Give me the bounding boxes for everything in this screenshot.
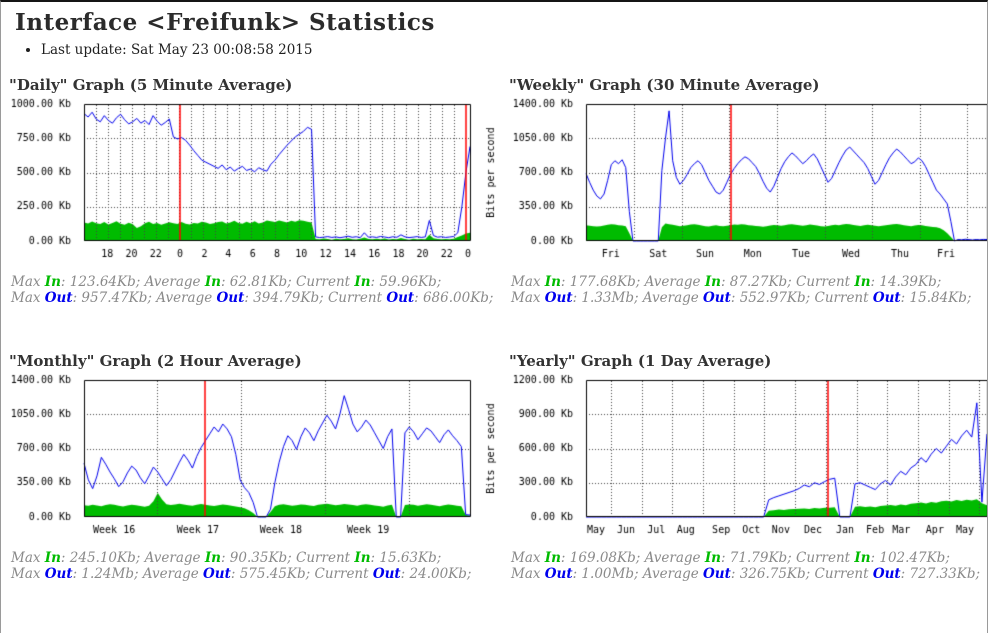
daily-graph-wrap — [1, 98, 496, 267]
yearly-stats-in: Max In: 169.08Kb; Average In: 71.79Kb; C… — [511, 550, 950, 566]
weekly-graph-section: "Weekly" Graph (30 Minute Average) Max I… — [482, 72, 987, 306]
in-label: In — [704, 274, 721, 290]
monthly-traffic-graph — [9, 374, 473, 543]
monthly-stats-in: Max In: 245.10Kb; Average In: 90.35Kb; C… — [11, 550, 442, 566]
out-label: Out — [372, 565, 401, 582]
yearly-traffic-graph — [482, 374, 987, 543]
daily-traffic-graph — [9, 98, 473, 267]
out-label: Out — [544, 565, 573, 582]
in-label: In — [44, 274, 61, 290]
update-list: Last update: Sat May 23 00:08:58 2015 — [1, 42, 987, 58]
in-label: In — [854, 274, 871, 290]
out-label: Out — [216, 289, 245, 306]
weekly-traffic-graph — [482, 98, 987, 267]
in-label: In — [544, 274, 561, 290]
monthly-stats-out: Max Out: 1.24Mb; Average Out: 575.45Kb; … — [11, 565, 472, 582]
daily-stats-out: Max Out: 957.47Kb; Average Out: 394.79Kb… — [11, 289, 494, 306]
graphs-grid: "Daily" Graph (5 Minute Average) Max In:… — [1, 72, 987, 582]
daily-stats-in: Max In: 123.64Kb; Average In: 62.81Kb; C… — [11, 274, 442, 290]
daily-graph-section: "Daily" Graph (5 Minute Average) Max In:… — [1, 72, 496, 306]
monthly-graph-section: "Monthly" Graph (2 Hour Average) Max In:… — [1, 348, 496, 582]
in-label: In — [204, 550, 221, 566]
out-label: Out — [544, 289, 573, 306]
weekly-graph-heading: "Weekly" Graph (30 Minute Average) — [509, 76, 820, 94]
out-label: Out — [872, 565, 901, 582]
out-label: Out — [872, 289, 901, 306]
out-label: Out — [703, 289, 731, 306]
in-label: In — [354, 550, 371, 566]
yearly-stats-out: Max Out: 1.00Mb; Average Out: 326.75Kb; … — [511, 565, 981, 582]
yearly-graph-wrap — [482, 374, 987, 543]
in-label: In — [44, 550, 61, 566]
weekly-graph-wrap — [482, 98, 987, 267]
out-label: Out — [44, 565, 73, 582]
in-label: In — [544, 550, 561, 566]
yearly-graph-section: "Yearly" Graph (1 Day Average) Max In: 1… — [482, 348, 987, 582]
monthly-graph-wrap — [1, 374, 496, 543]
weekly-stats-in: Max In: 177.68Kb; Average In: 87.27Kb; C… — [511, 274, 942, 290]
in-label: In — [204, 274, 221, 290]
out-label: Out — [44, 289, 73, 306]
daily-graph-heading: "Daily" Graph (5 Minute Average) — [9, 76, 293, 94]
out-label: Out — [386, 289, 415, 306]
out-label: Out — [703, 565, 731, 582]
page-title: Interface <Freifunk> Statistics — [15, 9, 435, 36]
monthly-graph-heading: "Monthly" Graph (2 Hour Average) — [9, 352, 302, 370]
in-label: In — [854, 550, 871, 566]
yearly-graph-heading: "Yearly" Graph (1 Day Average) — [509, 352, 772, 370]
weekly-stats-out: Max Out: 1.33Mb; Average Out: 552.97Kb; … — [511, 289, 972, 306]
out-label: Out — [203, 565, 231, 582]
last-update-text: Last update: Sat May 23 00:08:58 2015 — [41, 42, 987, 58]
in-label: In — [704, 550, 721, 566]
in-label: In — [354, 274, 371, 290]
